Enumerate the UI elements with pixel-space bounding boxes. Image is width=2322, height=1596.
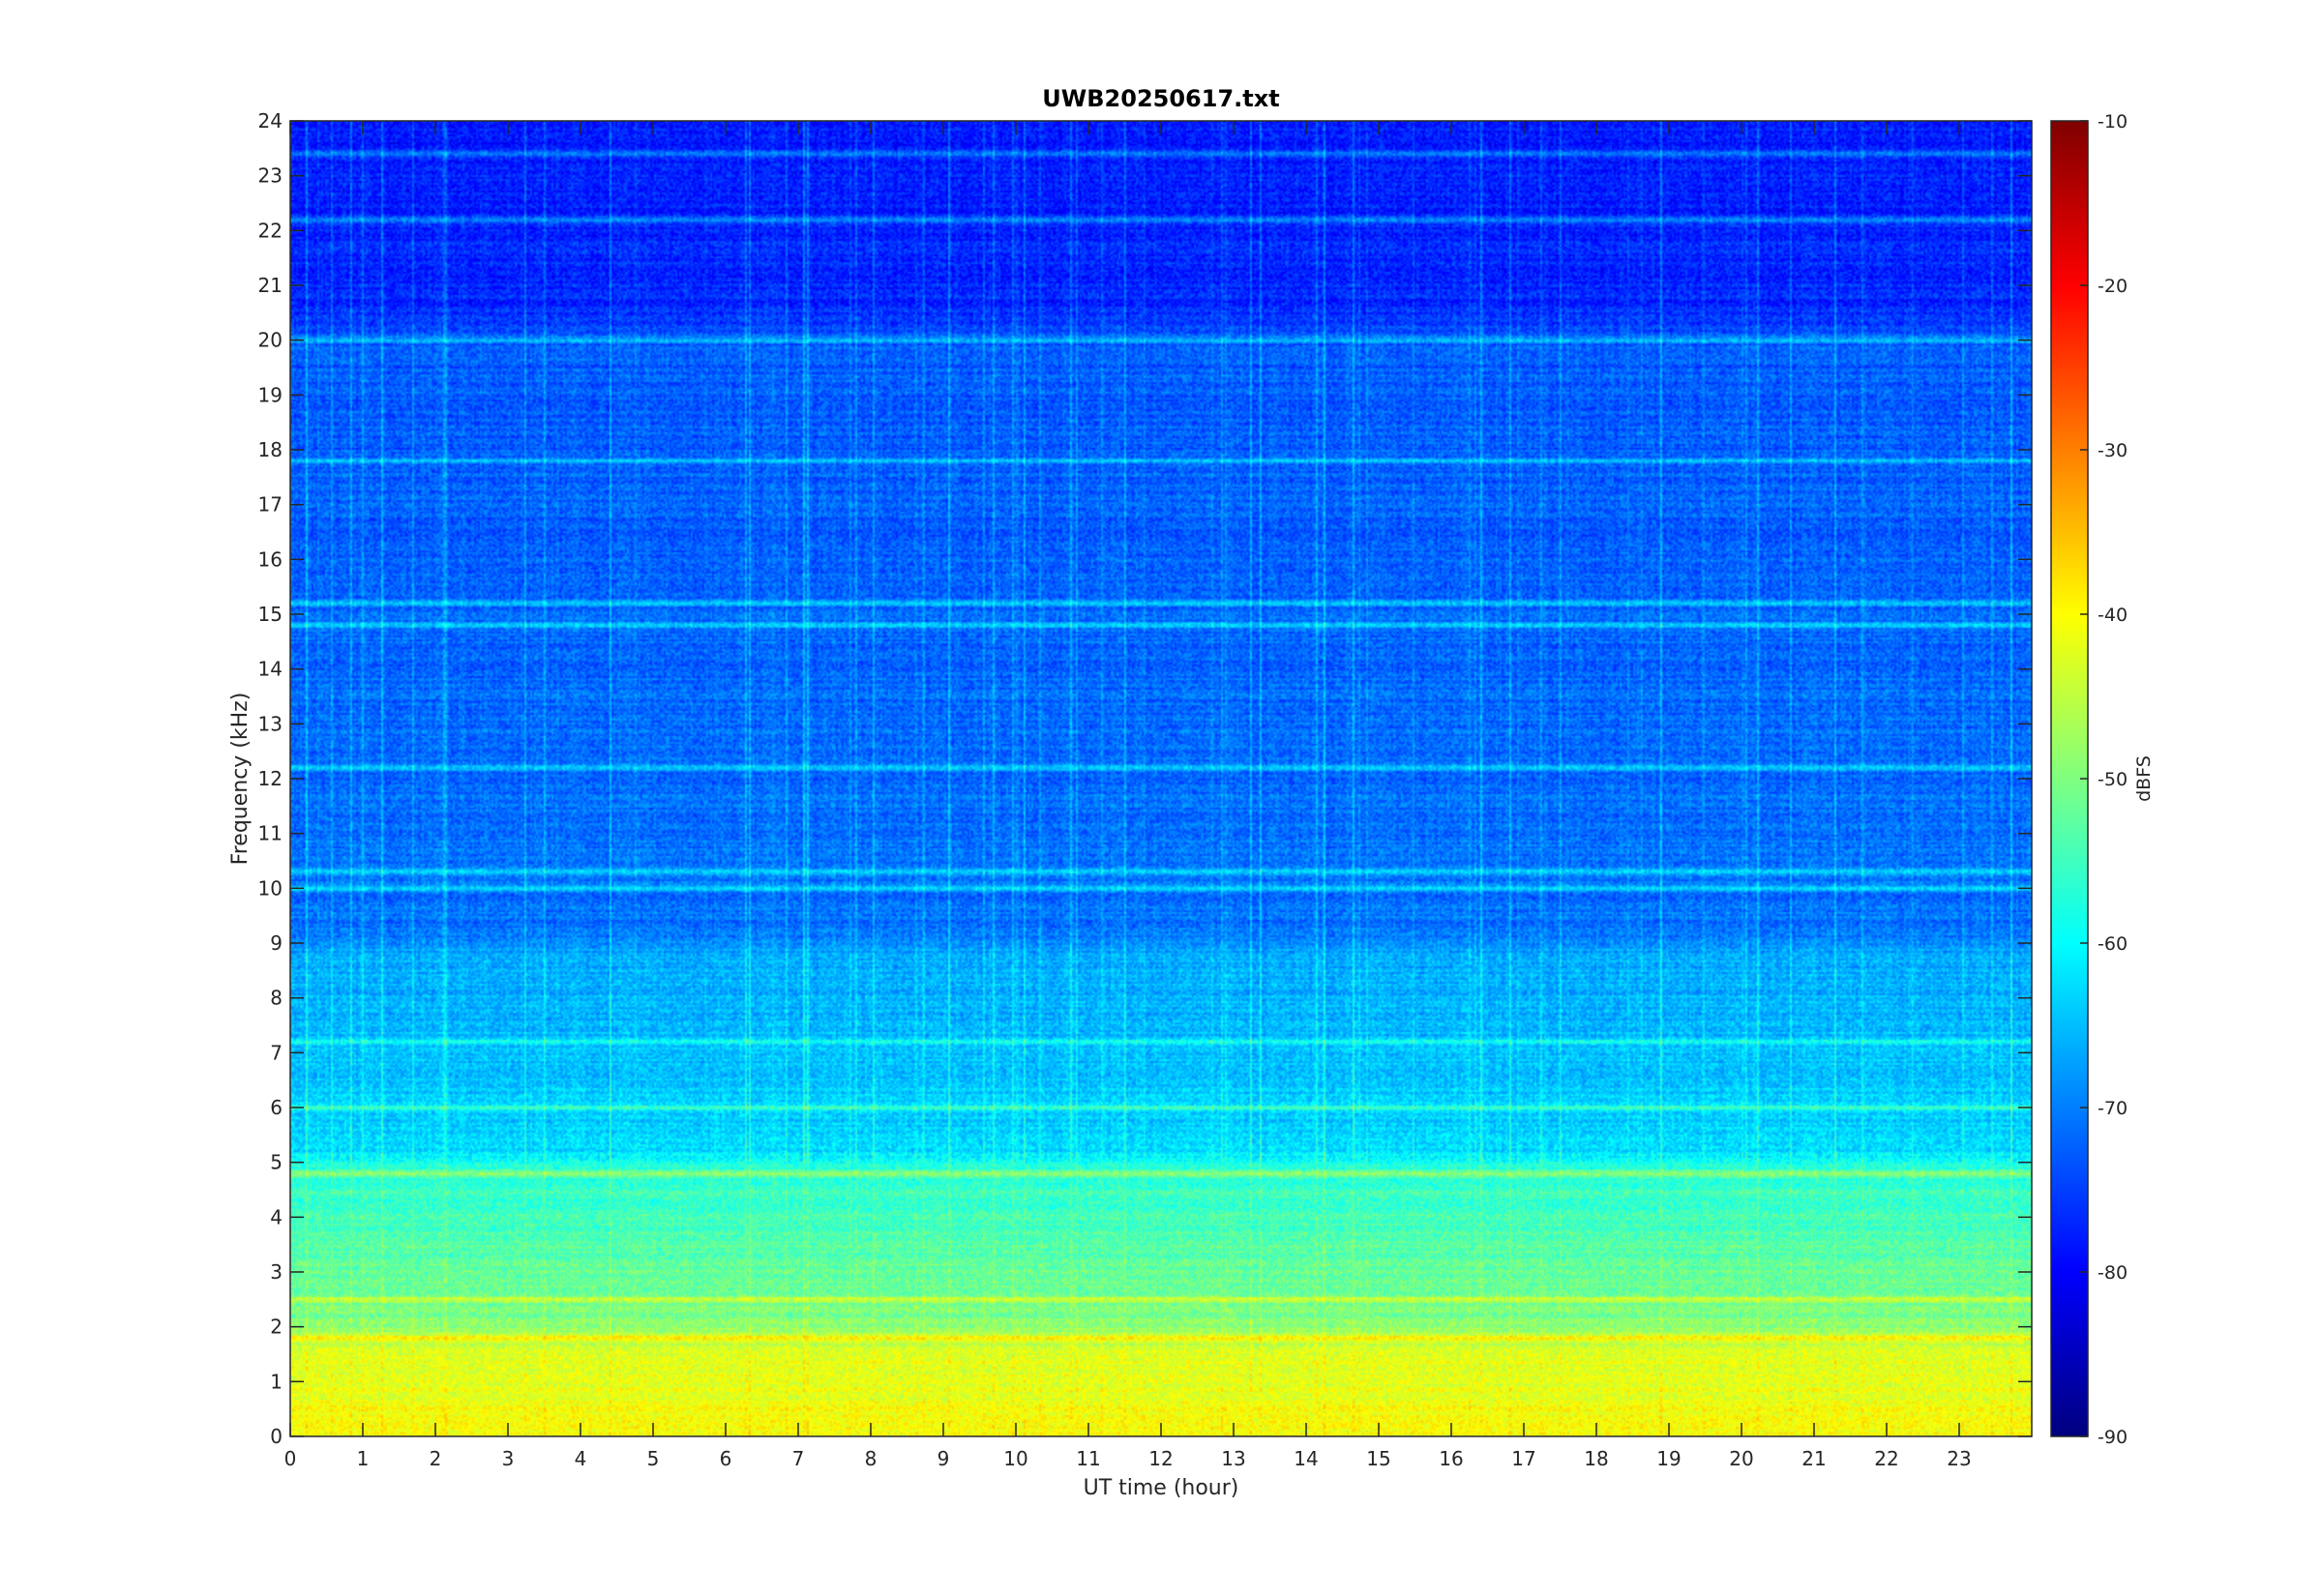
y-tick-label: 7 xyxy=(270,1041,283,1064)
y-tick-label: 8 xyxy=(270,987,283,1010)
plot-frame xyxy=(289,120,2033,1437)
x-tick-label: 0 xyxy=(284,1447,297,1470)
y-tick-label: 12 xyxy=(258,767,283,790)
y-tick-label: 2 xyxy=(270,1315,283,1339)
y-tick-label: 19 xyxy=(258,383,283,406)
x-tick-label: 18 xyxy=(1584,1447,1608,1470)
x-tick-label: 3 xyxy=(502,1447,515,1470)
y-tick-label: 5 xyxy=(270,1151,283,1174)
colorbar-tick-label: -80 xyxy=(2098,1262,2128,1284)
x-axis-ticks: 0 1 2 3 4 5 6 7 8 9 10 11 12 13 14 15 16 17 18 19 20 21 22 23 xyxy=(284,121,1972,1470)
colorbar-tick-label: -90 xyxy=(2098,1427,2128,1448)
colorbar-tick-label: -70 xyxy=(2098,1098,2128,1119)
x-tick-label: 12 xyxy=(1148,1447,1173,1470)
y-tick-label: 20 xyxy=(258,329,283,352)
y-tick-label: 14 xyxy=(258,658,283,681)
colorbar-tick-label: -20 xyxy=(2098,276,2128,297)
y-axis-label: Frequency (kHz) xyxy=(228,693,253,866)
x-tick-label: 14 xyxy=(1294,1447,1318,1470)
colorbar-label: dBFS xyxy=(2133,755,2155,802)
y-tick-label: 18 xyxy=(258,438,283,461)
y-tick-label: 0 xyxy=(270,1425,283,1448)
x-tick-label: 5 xyxy=(647,1447,660,1470)
colorbar-tick-label: -60 xyxy=(2098,933,2128,955)
x-tick-label: 7 xyxy=(792,1447,805,1470)
x-tick-label: 1 xyxy=(357,1447,370,1470)
y-tick-label: 15 xyxy=(258,603,283,626)
y-tick-label: 4 xyxy=(270,1205,283,1228)
x-tick-label: 17 xyxy=(1511,1447,1535,1470)
y-tick-label: 3 xyxy=(270,1260,283,1284)
y-tick-label: 10 xyxy=(258,876,283,900)
x-tick-label: 2 xyxy=(430,1447,442,1470)
x-tick-label: 16 xyxy=(1439,1447,1463,1470)
y-tick-label: 21 xyxy=(258,274,283,297)
y-tick-label: 24 xyxy=(258,109,283,133)
x-tick-label: 9 xyxy=(938,1447,950,1470)
y-tick-label: 13 xyxy=(258,712,283,735)
x-tick-label: 4 xyxy=(575,1447,587,1470)
x-tick-label: 6 xyxy=(720,1447,732,1470)
spectrogram-heatmap xyxy=(290,121,2032,1436)
y-tick-label: 6 xyxy=(270,1096,283,1119)
y-tick-label: 9 xyxy=(270,931,283,955)
colorbar-tick-label: -50 xyxy=(2098,769,2128,790)
x-tick-label: 15 xyxy=(1366,1447,1390,1470)
x-tick-label: 13 xyxy=(1221,1447,1245,1470)
x-tick-label: 23 xyxy=(1947,1447,1971,1470)
x-tick-label: 20 xyxy=(1729,1447,1753,1470)
colorbar-ticks: -90 -80 -70 -60 -50 -40 -30 -20 -10 xyxy=(2080,111,2128,1448)
x-tick-label: 21 xyxy=(1801,1447,1826,1470)
x-tick-label: 8 xyxy=(865,1447,878,1470)
x-tick-label: 19 xyxy=(1656,1447,1681,1470)
y-tick-label: 11 xyxy=(258,822,283,845)
colorbar-tick-label: -10 xyxy=(2098,111,2128,133)
x-tick-label: 10 xyxy=(1003,1447,1027,1470)
y-tick-label: 16 xyxy=(258,547,283,571)
x-tick-label: 11 xyxy=(1076,1447,1100,1470)
y-tick-label: 23 xyxy=(258,164,283,188)
colorbar-tick-label: -30 xyxy=(2098,440,2128,461)
x-axis-label: UT time (hour) xyxy=(1084,1476,1239,1500)
colorbar-tick-label: -40 xyxy=(2098,605,2128,626)
y-tick-label: 17 xyxy=(258,493,283,517)
x-tick-label: 22 xyxy=(1874,1447,1898,1470)
y-tick-label: 1 xyxy=(270,1370,283,1393)
y-tick-label: 22 xyxy=(258,219,283,242)
chart-title: UWB20250617.txt xyxy=(1042,85,1280,112)
